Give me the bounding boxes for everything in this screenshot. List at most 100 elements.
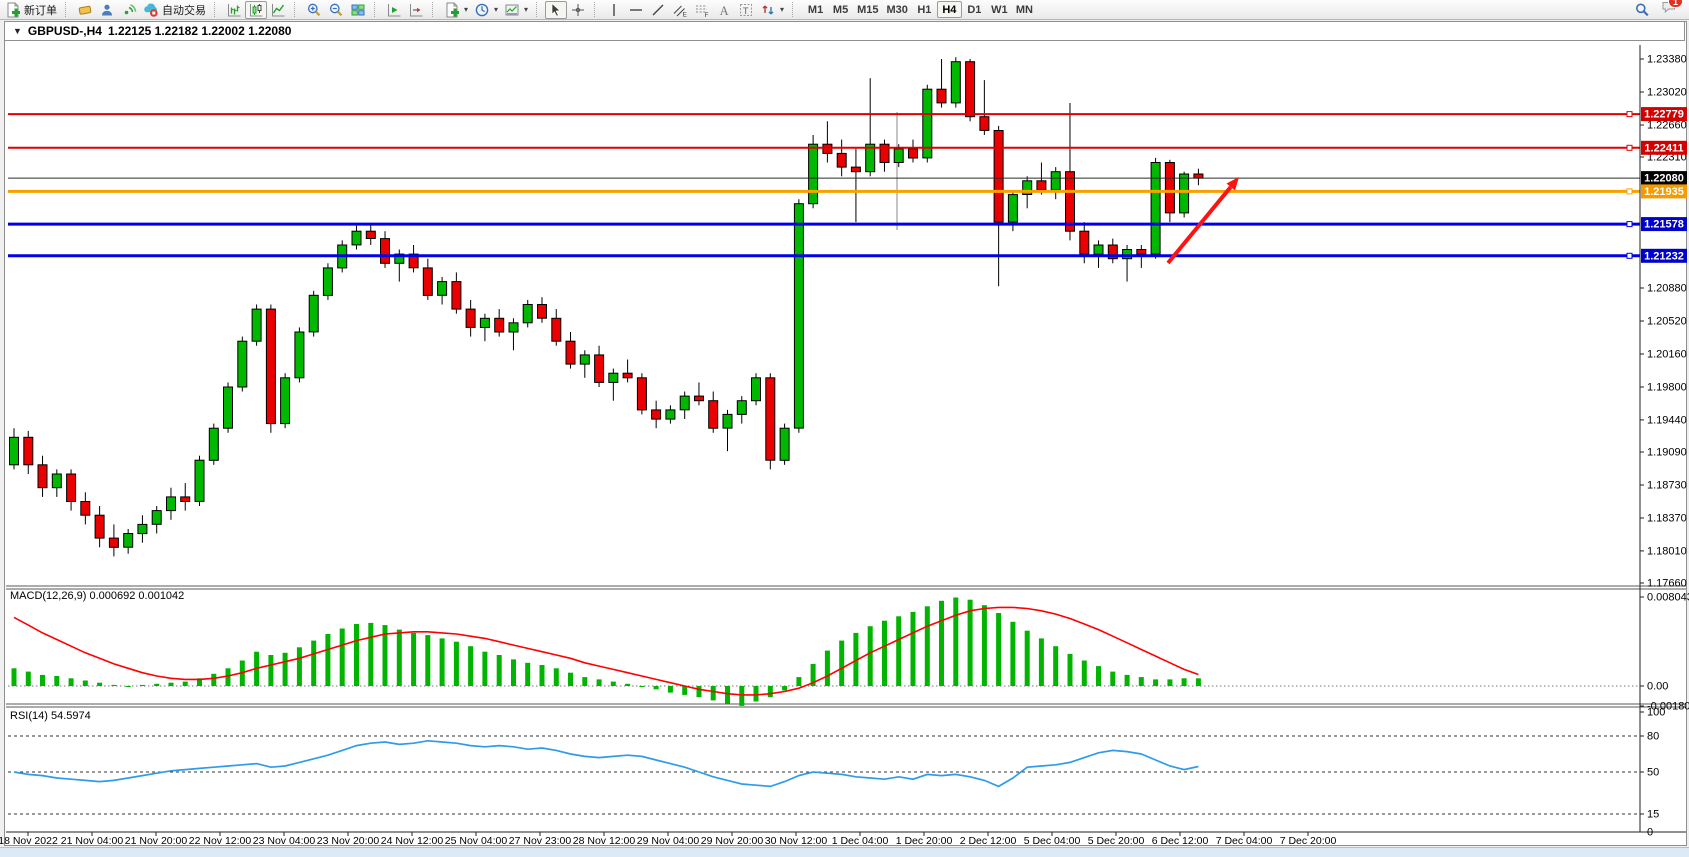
cursor-button[interactable] <box>545 0 568 19</box>
trendline-icon <box>650 2 666 18</box>
tf-button-mn[interactable]: MN <box>1012 1 1037 18</box>
svg-text:29 Nov 04:00: 29 Nov 04:00 <box>637 835 700 847</box>
svg-text:24 Nov 12:00: 24 Nov 12:00 <box>381 835 444 847</box>
text-label-button[interactable]: T <box>735 1 757 19</box>
hline-handle[interactable] <box>1626 144 1633 151</box>
toolbar-separator <box>374 2 379 17</box>
hline-handle[interactable] <box>1626 252 1633 259</box>
rsi-line <box>13 739 1199 788</box>
fibonacci-icon: F <box>694 2 710 18</box>
styler-button[interactable] <box>74 1 96 19</box>
tf-button-m5[interactable]: M5 <box>828 1 853 18</box>
zoom-out-icon <box>328 2 344 18</box>
symbol-dropdown-icon[interactable]: ▼ <box>13 26 22 36</box>
new-chart-button[interactable]: ▾ <box>441 1 471 19</box>
chart-titlebar: ▼ GBPUSD-,H4 1.22125 1.22182 1.22002 1.2… <box>4 21 1685 41</box>
candlestick-chart-icon <box>248 2 264 18</box>
svg-text:A: A <box>720 3 729 17</box>
chart-shift-button[interactable] <box>405 1 427 19</box>
horizontal-lines <box>8 111 1640 259</box>
chart-title-symbol: GBPUSD-,H4 <box>27 24 102 38</box>
hline-handle[interactable] <box>1626 188 1633 195</box>
bar-chart-icon <box>226 2 242 18</box>
svg-text:0: 0 <box>1647 827 1653 839</box>
svg-text:28 Nov 12:00: 28 Nov 12:00 <box>573 835 636 847</box>
dropdown-arrow-icon: ▾ <box>524 5 529 14</box>
timeframe-toolbar: M1 M5 M15 M30 H1 H4 D1 W1 MN <box>803 1 1037 18</box>
channel-icon: E <box>672 2 688 18</box>
panel-dividers[interactable] <box>6 585 1686 708</box>
zoom-in-button[interactable] <box>303 1 325 19</box>
autotrading-button[interactable]: 自动交易 <box>140 1 209 19</box>
svg-text:1.21935: 1.21935 <box>1644 186 1684 198</box>
svg-text:1.20520: 1.20520 <box>1647 316 1687 328</box>
new-order-button[interactable]: 新订单 <box>2 1 60 19</box>
hline-handle[interactable] <box>1626 111 1633 118</box>
svg-text:1.19090: 1.19090 <box>1647 447 1687 459</box>
candlestick-chart-button[interactable] <box>245 0 267 19</box>
svg-text:1.20880: 1.20880 <box>1647 283 1687 295</box>
svg-text:F: F <box>705 12 709 18</box>
svg-text:1.17660: 1.17660 <box>1647 578 1687 590</box>
period-button[interactable]: ▾ <box>471 1 501 19</box>
auto-scroll-button[interactable] <box>383 1 405 19</box>
period-clock-icon <box>474 2 490 18</box>
vertical-line-icon <box>606 2 622 18</box>
line-chart-icon <box>270 2 286 18</box>
tf-button-w1[interactable]: W1 <box>987 1 1012 18</box>
trendline-button[interactable] <box>647 1 669 19</box>
svg-text:30 Nov 12:00: 30 Nov 12:00 <box>765 835 828 847</box>
svg-text:23 Nov 20:00: 23 Nov 20:00 <box>317 835 380 847</box>
svg-text:25 Nov 04:00: 25 Nov 04:00 <box>445 835 508 847</box>
tile-windows-button[interactable] <box>347 1 369 19</box>
svg-text:15: 15 <box>1647 809 1659 821</box>
template-button[interactable]: ▾ <box>501 1 531 19</box>
rsi-label: RSI(14) 54.5974 <box>10 710 91 722</box>
text-button[interactable]: A <box>713 1 735 19</box>
svg-text:21 Nov 04:00: 21 Nov 04:00 <box>61 835 124 847</box>
rsi-panel: RSI(14) 54.5974 100 80 50 15 0 <box>8 707 1665 839</box>
svg-text:1.23020: 1.23020 <box>1647 87 1687 99</box>
svg-text:1 Dec 20:00: 1 Dec 20:00 <box>896 835 953 847</box>
svg-text:100: 100 <box>1647 707 1665 719</box>
crosshair-button[interactable] <box>567 1 589 19</box>
svg-text:5 Dec 20:00: 5 Dec 20:00 <box>1088 835 1145 847</box>
toolbar-separator <box>294 2 299 17</box>
toolbar-separator <box>792 2 797 17</box>
svg-text:1.18370: 1.18370 <box>1647 513 1687 525</box>
community-button[interactable] <box>96 1 118 19</box>
svg-text:1.21232: 1.21232 <box>1644 250 1684 262</box>
svg-text:2 Dec 12:00: 2 Dec 12:00 <box>960 835 1017 847</box>
notifications-button[interactable]: 1 <box>1661 0 1683 20</box>
bar-chart-button[interactable] <box>223 1 245 19</box>
hline-handle[interactable] <box>1626 221 1633 228</box>
tf-button-d1[interactable]: D1 <box>962 1 987 18</box>
svg-text:1.22660: 1.22660 <box>1647 120 1687 132</box>
fibonacci-button[interactable]: F <box>691 1 713 19</box>
svg-text:1.21578: 1.21578 <box>1644 219 1684 231</box>
toolbar-right-group: 1 <box>1631 0 1687 20</box>
tf-button-m1[interactable]: M1 <box>803 1 828 18</box>
svg-text:1 Dec 04:00: 1 Dec 04:00 <box>832 835 889 847</box>
line-chart-button[interactable] <box>267 1 289 19</box>
toolbar-separator <box>594 2 599 17</box>
arrows-button[interactable]: ▾ <box>757 1 787 19</box>
zoom-out-button[interactable] <box>325 1 347 19</box>
arrow-annotation[interactable] <box>1166 177 1239 265</box>
crosshair-icon <box>570 2 586 18</box>
horizontal-line-button[interactable] <box>625 1 647 19</box>
channel-button[interactable]: E <box>669 1 691 19</box>
tf-button-h4[interactable]: H4 <box>936 1 962 18</box>
tf-button-m15[interactable]: M15 <box>853 1 882 18</box>
tf-button-m30[interactable]: M30 <box>882 1 911 18</box>
tf-button-h1[interactable]: H1 <box>912 1 937 18</box>
text-label-icon: T <box>738 2 754 18</box>
signals-button[interactable] <box>118 1 140 19</box>
chart-title-ohlc: 1.22125 1.22182 1.22002 1.22080 <box>107 24 292 38</box>
vertical-line-button[interactable] <box>603 1 625 19</box>
svg-text:T: T <box>743 5 749 16</box>
search-button[interactable] <box>1631 1 1653 19</box>
svg-text:18 Nov 2022: 18 Nov 2022 <box>0 835 58 847</box>
svg-text:50: 50 <box>1647 767 1659 779</box>
